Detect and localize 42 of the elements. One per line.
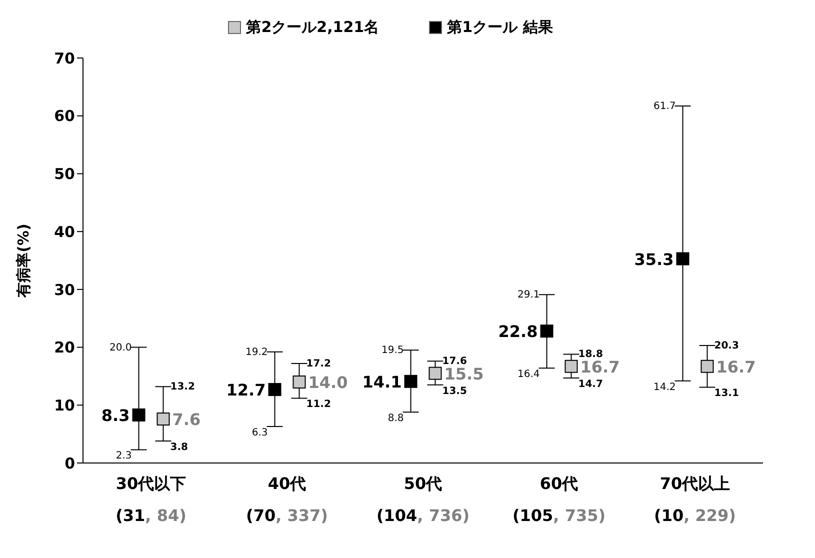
y-tick-label: 30	[54, 280, 75, 299]
annotation: 14.7	[578, 378, 603, 390]
data-label: 16.7	[716, 357, 756, 376]
annotation: 20.3	[714, 340, 739, 352]
data-label: 7.6	[172, 410, 201, 430]
y-tick-label: 40	[54, 222, 75, 241]
annotation: 61.7	[653, 101, 676, 112]
annotation: 14.2	[653, 382, 676, 393]
annotation: 17.2	[306, 358, 331, 370]
y-tick-label: 20	[54, 338, 75, 357]
data-label: 35.3	[634, 250, 674, 269]
annotation: 29.1	[517, 290, 540, 301]
y-tick-label: 10	[54, 396, 75, 414]
data-label: 14.0	[308, 373, 348, 392]
y-tick-label: 50	[54, 165, 75, 184]
x-tick-label: 50代 (104, 736)	[376, 474, 470, 525]
annotation: 8.8	[388, 413, 404, 424]
data-label: 22.8	[498, 322, 538, 342]
annotation: 6.3	[252, 428, 268, 439]
annotation: 20.0	[109, 342, 132, 354]
data-label: 14.1	[362, 372, 402, 392]
y-tick-label: 70	[54, 49, 75, 68]
x-tick-label: 60代 (105, 735)	[512, 474, 606, 525]
annotation: 2.3	[116, 450, 132, 462]
y-tick-label: 60	[54, 107, 75, 126]
legend-label: 第2クール2,121名	[245, 18, 380, 37]
annotation: 11.2	[306, 399, 331, 410]
annotation: 13.5	[442, 386, 467, 397]
annotation: 19.5	[381, 345, 404, 356]
x-tick-label: 40代 (70, 337)	[246, 474, 328, 525]
annotation: 3.8	[170, 442, 188, 454]
annotation: 13.2	[170, 382, 195, 393]
y-tick-label: 0	[64, 454, 75, 472]
data-label: 12.7	[226, 380, 266, 400]
annotation: 16.4	[517, 369, 540, 380]
legend-label: 第1クール 結果	[446, 18, 553, 37]
y-axis-title: 有病率(%)	[14, 224, 32, 298]
data-label: 8.3	[101, 406, 130, 425]
annotation: 19.2	[245, 346, 268, 358]
x-tick-label: 70代以上 (10, 229)	[654, 474, 736, 525]
annotation: 13.1	[714, 388, 739, 400]
x-tick-label: 30代以下 (31, 84)	[116, 474, 186, 525]
